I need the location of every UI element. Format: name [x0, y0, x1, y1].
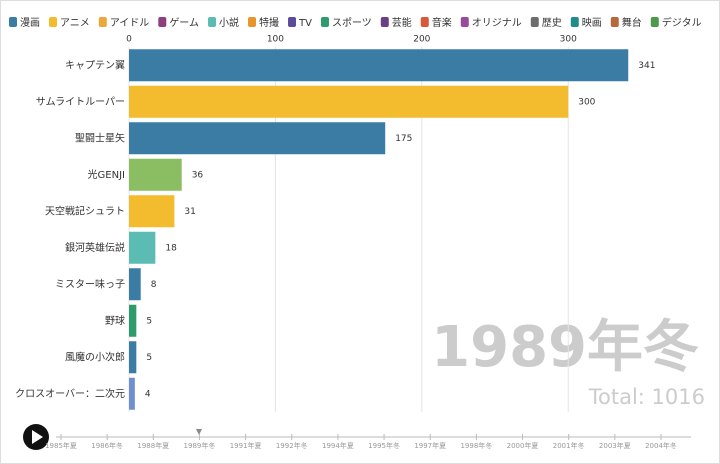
value-label: 36: [192, 170, 204, 180]
legend-swatch[interactable]: [650, 17, 659, 27]
category-label: 銀河英雄伝説: [65, 241, 125, 254]
legend-swatch[interactable]: [420, 17, 429, 27]
legend-swatch[interactable]: [610, 17, 619, 27]
legend-swatch[interactable]: [288, 17, 297, 27]
category-label: 風魔の小次郎: [65, 350, 125, 363]
value-label: 175: [395, 134, 412, 144]
category-label: サムライトルーパー: [36, 96, 125, 108]
bar: [129, 341, 137, 374]
bar: [129, 49, 629, 82]
value-label: 5: [146, 353, 152, 363]
value-label: 4: [145, 389, 151, 399]
legend-label[interactable]: 特撮: [259, 16, 279, 29]
timeline-label[interactable]: 1988年夏: [137, 441, 169, 450]
bar: [129, 304, 137, 337]
x-tick-label: 0: [126, 35, 132, 45]
timeline-label[interactable]: 1989年冬: [184, 441, 216, 450]
total-label: Total: 1016: [588, 385, 705, 409]
timeline-label[interactable]: 1998年冬: [460, 441, 492, 450]
timeline-label[interactable]: 1997年夏: [414, 441, 446, 450]
category-label: 野球: [105, 314, 125, 327]
legend-label[interactable]: オリジナル: [472, 17, 522, 29]
legend-swatch[interactable]: [98, 17, 107, 27]
legend-label[interactable]: スポーツ: [332, 17, 372, 29]
timeline-label[interactable]: 1992年冬: [276, 441, 308, 450]
timeline-label[interactable]: 1986年冬: [91, 441, 123, 450]
bar: [129, 158, 182, 191]
timeline-label[interactable]: 2003年夏: [599, 441, 631, 450]
legend-label[interactable]: 映画: [582, 17, 602, 29]
value-label: 31: [184, 207, 195, 217]
legend-label[interactable]: 小説: [219, 16, 239, 29]
bar: [129, 85, 569, 118]
x-tick-label: 100: [267, 35, 284, 45]
legend-swatch[interactable]: [9, 17, 17, 27]
legend-swatch[interactable]: [248, 17, 257, 27]
timeline-label[interactable]: 1991年夏: [230, 441, 262, 450]
legend-label[interactable]: デジタル: [662, 16, 702, 29]
legend-label[interactable]: ゲーム: [169, 17, 199, 29]
x-tick-label: 200: [413, 35, 430, 45]
legend-swatch[interactable]: [380, 17, 389, 27]
legend-label[interactable]: TV: [298, 18, 312, 29]
category-label: クロスオーバー：二次元: [15, 387, 125, 400]
timeline-marker[interactable]: [196, 429, 202, 435]
timeline-label[interactable]: 2000年夏: [507, 441, 539, 450]
legend-swatch[interactable]: [570, 17, 579, 27]
legend-swatch[interactable]: [530, 17, 539, 27]
category-label: キャプテン翼: [65, 59, 125, 71]
category-label: 天空戦記シュラト: [45, 204, 125, 217]
x-tick-label: 300: [560, 35, 577, 45]
legend-label[interactable]: 芸能: [392, 16, 412, 29]
value-label: 341: [638, 61, 655, 71]
bar: [129, 122, 386, 155]
bar: [129, 268, 141, 301]
legend-swatch[interactable]: [49, 17, 57, 27]
value-label: 18: [165, 243, 177, 253]
legend-swatch[interactable]: [460, 17, 469, 27]
value-label: 300: [578, 97, 595, 107]
value-label: 8: [151, 280, 157, 290]
value-label: 5: [146, 316, 152, 326]
play-icon: [32, 430, 43, 444]
bar: [129, 231, 156, 264]
category-label: 光GENJI: [88, 168, 125, 181]
legend-label[interactable]: アイドル: [110, 18, 150, 29]
period-label: 1989年冬: [431, 315, 699, 380]
legend-label[interactable]: 漫画: [20, 17, 40, 29]
category-label: ミスター味っ子: [55, 278, 125, 290]
bar: [129, 377, 135, 410]
timeline-label[interactable]: 1985年夏: [45, 441, 77, 450]
timeline-label[interactable]: 1994年夏: [322, 441, 354, 450]
legend-swatch[interactable]: [320, 17, 329, 27]
category-label: 聖闘士星矢: [75, 131, 125, 144]
bar: [129, 195, 175, 228]
timeline-label[interactable]: 2004年冬: [645, 441, 677, 450]
legend-swatch[interactable]: [158, 17, 167, 27]
legend-swatch[interactable]: [208, 17, 217, 27]
legend-label[interactable]: 音楽: [432, 16, 452, 29]
timeline-label[interactable]: 2001年冬: [553, 441, 585, 450]
timeline-label[interactable]: 1995年冬: [368, 441, 400, 450]
legend-label[interactable]: アニメ: [60, 18, 90, 29]
legend-label[interactable]: 歴史: [542, 17, 562, 29]
legend-label[interactable]: 舞台: [622, 16, 642, 29]
